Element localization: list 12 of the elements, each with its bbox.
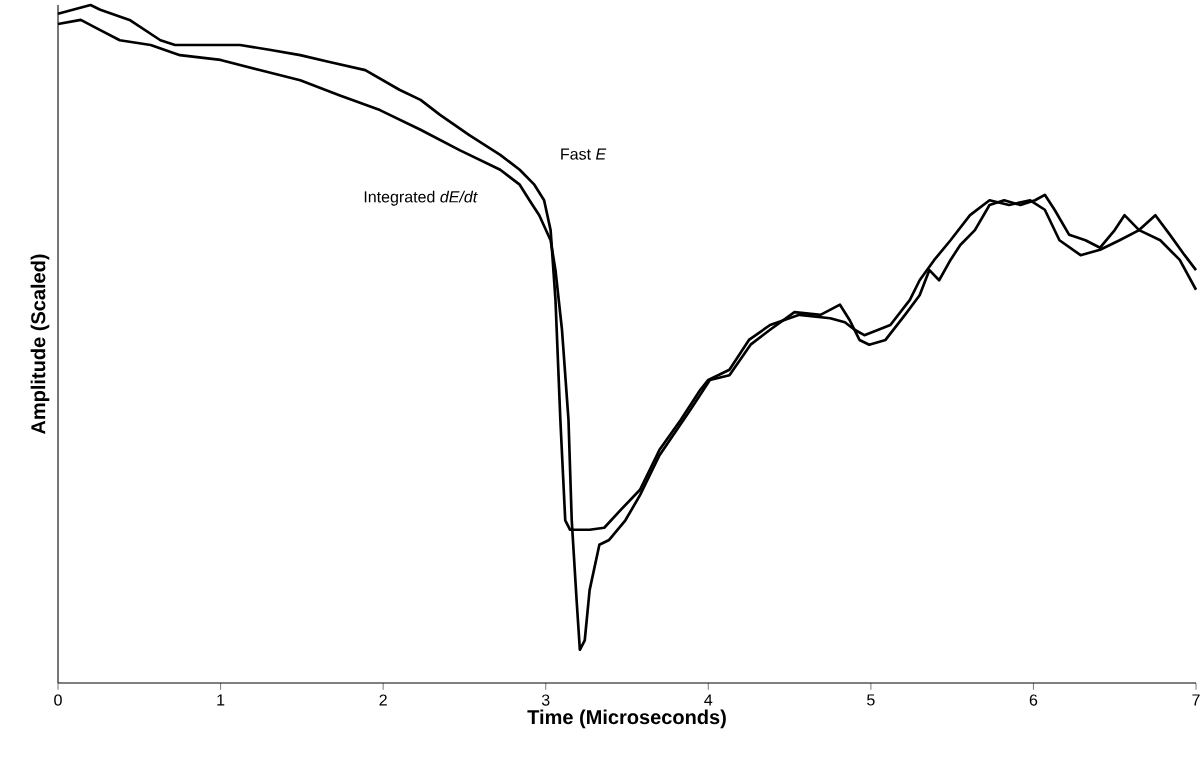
y-axis-title: Amplitude (Scaled) xyxy=(30,254,50,435)
x-tick-label: 2 xyxy=(379,694,387,706)
x-tick-label: 0 xyxy=(54,694,62,706)
x-tick-label: 1 xyxy=(217,694,225,706)
x-tick-label: 4 xyxy=(704,694,713,706)
x-tick-label: 6 xyxy=(1029,694,1038,706)
series-label: Integrated dE/dt xyxy=(364,190,478,206)
x-tick-label: 7 xyxy=(1192,694,1200,706)
x-tick-label: 3 xyxy=(541,694,550,706)
x-tick-label: 5 xyxy=(867,694,875,706)
text: Fast E xyxy=(561,148,607,160)
x-axis-title: Time (Microseconds) xyxy=(527,709,726,729)
